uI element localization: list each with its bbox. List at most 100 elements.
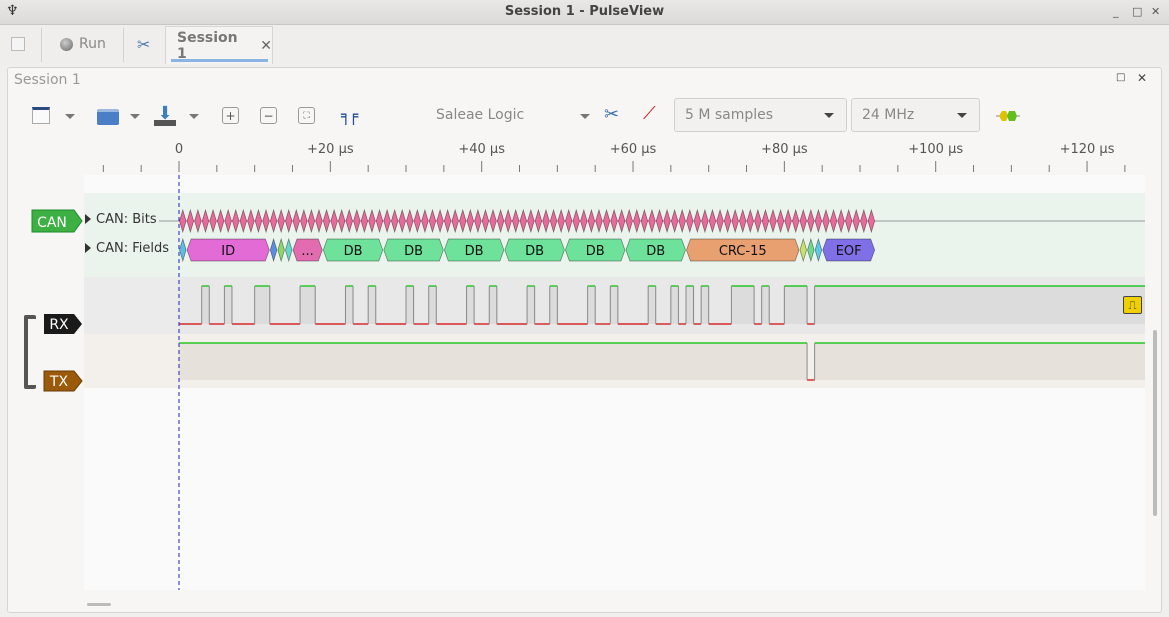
expand-fields-icon[interactable] xyxy=(85,243,91,253)
tools-icon: ✂ xyxy=(137,34,151,54)
bit-annotation xyxy=(670,208,679,234)
maximize-icon[interactable]: □ xyxy=(1132,5,1143,18)
zoom-in-icon[interactable]: + xyxy=(222,107,239,124)
zoom-fit-icon[interactable]: ⛶ xyxy=(298,107,315,124)
decoder-row-background xyxy=(84,193,1145,277)
bit-annotation xyxy=(179,208,187,234)
vertical-scrollbar[interactable] xyxy=(1153,330,1157,516)
open-dropdown-icon[interactable] xyxy=(130,114,140,119)
bit-annotation xyxy=(209,208,217,234)
device-dropdown-icon[interactable] xyxy=(580,114,590,119)
bit-annotation xyxy=(845,208,853,234)
rx-signal-high-fill xyxy=(761,286,770,324)
expand-bits-icon[interactable] xyxy=(85,214,91,224)
bit-annotation xyxy=(269,208,278,234)
field-annotation xyxy=(686,238,800,262)
bit-annotation xyxy=(428,208,437,234)
field-label: DB xyxy=(404,244,423,259)
bit-annotation xyxy=(723,208,732,234)
rx-signal-high-fill xyxy=(428,286,437,324)
trace-view[interactable]: 0 +20 µs +40 µs +60 µs +80 µs +100 µs +120 µs I… xyxy=(84,140,1145,590)
trigger-rising-edge-icon[interactable]: ⎍ xyxy=(1123,296,1142,314)
rx-row-header xyxy=(84,277,179,334)
float-panel-icon[interactable]: □ xyxy=(1116,72,1126,83)
samplerate-select[interactable]: 24 MHz xyxy=(851,98,980,132)
session-title: Session 1 xyxy=(14,72,81,88)
close-tab-icon[interactable]: ✕ xyxy=(260,37,272,54)
bit-annotation xyxy=(375,208,384,234)
field-annotation xyxy=(443,238,505,262)
bit-annotation xyxy=(648,208,656,234)
bit-annotation xyxy=(761,208,770,234)
chevron-down-icon xyxy=(957,113,967,118)
rx-signal-high-fill xyxy=(648,286,656,324)
field-annotation xyxy=(292,238,323,262)
new-session-button[interactable] xyxy=(11,25,25,63)
bit-annotation xyxy=(693,208,701,234)
bit-annotation xyxy=(678,208,686,234)
can-tag-label: CAN xyxy=(37,215,67,231)
close-panel-icon[interactable]: ✕ xyxy=(1137,71,1148,85)
bit-annotation xyxy=(345,208,353,234)
horizontal-scrollbar[interactable] xyxy=(87,603,111,606)
bit-annotation xyxy=(307,208,316,234)
minimize-icon[interactable]: _ xyxy=(1113,5,1119,18)
field-label: CRC-15 xyxy=(719,244,767,259)
bit-annotation xyxy=(489,208,497,234)
probe-icon[interactable]: ⟋ xyxy=(643,103,656,124)
bit-annotation xyxy=(368,208,376,234)
run-icon xyxy=(60,37,73,51)
bit-annotation xyxy=(406,208,414,234)
bit-annotation xyxy=(186,208,194,234)
bit-annotation xyxy=(618,208,626,234)
field-annotation xyxy=(799,237,807,263)
bit-annotation xyxy=(776,208,785,234)
samples-select[interactable]: 5 M samples xyxy=(674,98,847,132)
field-annotation xyxy=(179,237,187,263)
bit-annotation xyxy=(519,208,527,234)
zoom-out-icon[interactable]: − xyxy=(260,107,277,124)
tx-channel-tag[interactable]: TX xyxy=(42,369,84,393)
bit-annotation xyxy=(557,208,565,234)
field-annotation xyxy=(383,238,444,262)
bit-annotation xyxy=(474,208,482,234)
row-label-fields: CAN: Fields xyxy=(96,241,169,256)
bit-annotation xyxy=(663,208,671,234)
run-button[interactable]: Run xyxy=(60,25,106,63)
device-config-icon[interactable]: ✂ xyxy=(604,104,620,125)
close-window-icon[interactable]: ✕ xyxy=(1151,5,1161,18)
device-select[interactable]: Saleae Logic xyxy=(436,107,525,123)
open-file-icon[interactable] xyxy=(97,109,119,125)
rx-signal-high-fill xyxy=(406,286,414,324)
channel-group-bracket[interactable] xyxy=(24,315,36,389)
rx-signal-high-fill xyxy=(587,286,596,324)
new-session-icon xyxy=(11,37,25,51)
bit-annotation xyxy=(527,208,535,234)
decoder-add-icon[interactable] xyxy=(996,108,1020,124)
main-tabbar: Run ✂ Session 1 ✕ xyxy=(0,25,1169,65)
can-decoder-tag[interactable]: CAN xyxy=(30,208,86,236)
tab-label: Session 1 xyxy=(177,29,238,62)
bit-annotation xyxy=(769,208,777,234)
bit-annotation xyxy=(504,208,512,234)
active-tab-indicator xyxy=(171,59,268,62)
new-view-icon[interactable] xyxy=(32,107,50,124)
rx-signal-high-fill xyxy=(489,286,497,324)
save-icon[interactable]: ⬇ xyxy=(154,105,176,126)
cursors-icon[interactable]: ╕╒ xyxy=(341,106,358,125)
bit-annotation xyxy=(512,208,520,234)
new-view-dropdown-icon[interactable] xyxy=(65,114,75,119)
bit-annotation xyxy=(549,208,558,234)
bit-annotation xyxy=(315,208,323,234)
field-annotation xyxy=(186,238,270,262)
rx-channel-tag[interactable]: RX xyxy=(42,312,84,336)
save-dropdown-icon[interactable] xyxy=(189,114,199,119)
settings-button[interactable]: ✂ xyxy=(137,25,150,63)
bit-annotation xyxy=(262,208,270,234)
bit-annotation xyxy=(610,208,618,234)
bit-annotation xyxy=(860,208,868,234)
tab-session-1[interactable]: Session 1 ✕ xyxy=(165,26,273,64)
bit-annotation xyxy=(822,208,830,234)
bit-annotation xyxy=(784,208,792,234)
tx-label: TX xyxy=(49,374,69,390)
